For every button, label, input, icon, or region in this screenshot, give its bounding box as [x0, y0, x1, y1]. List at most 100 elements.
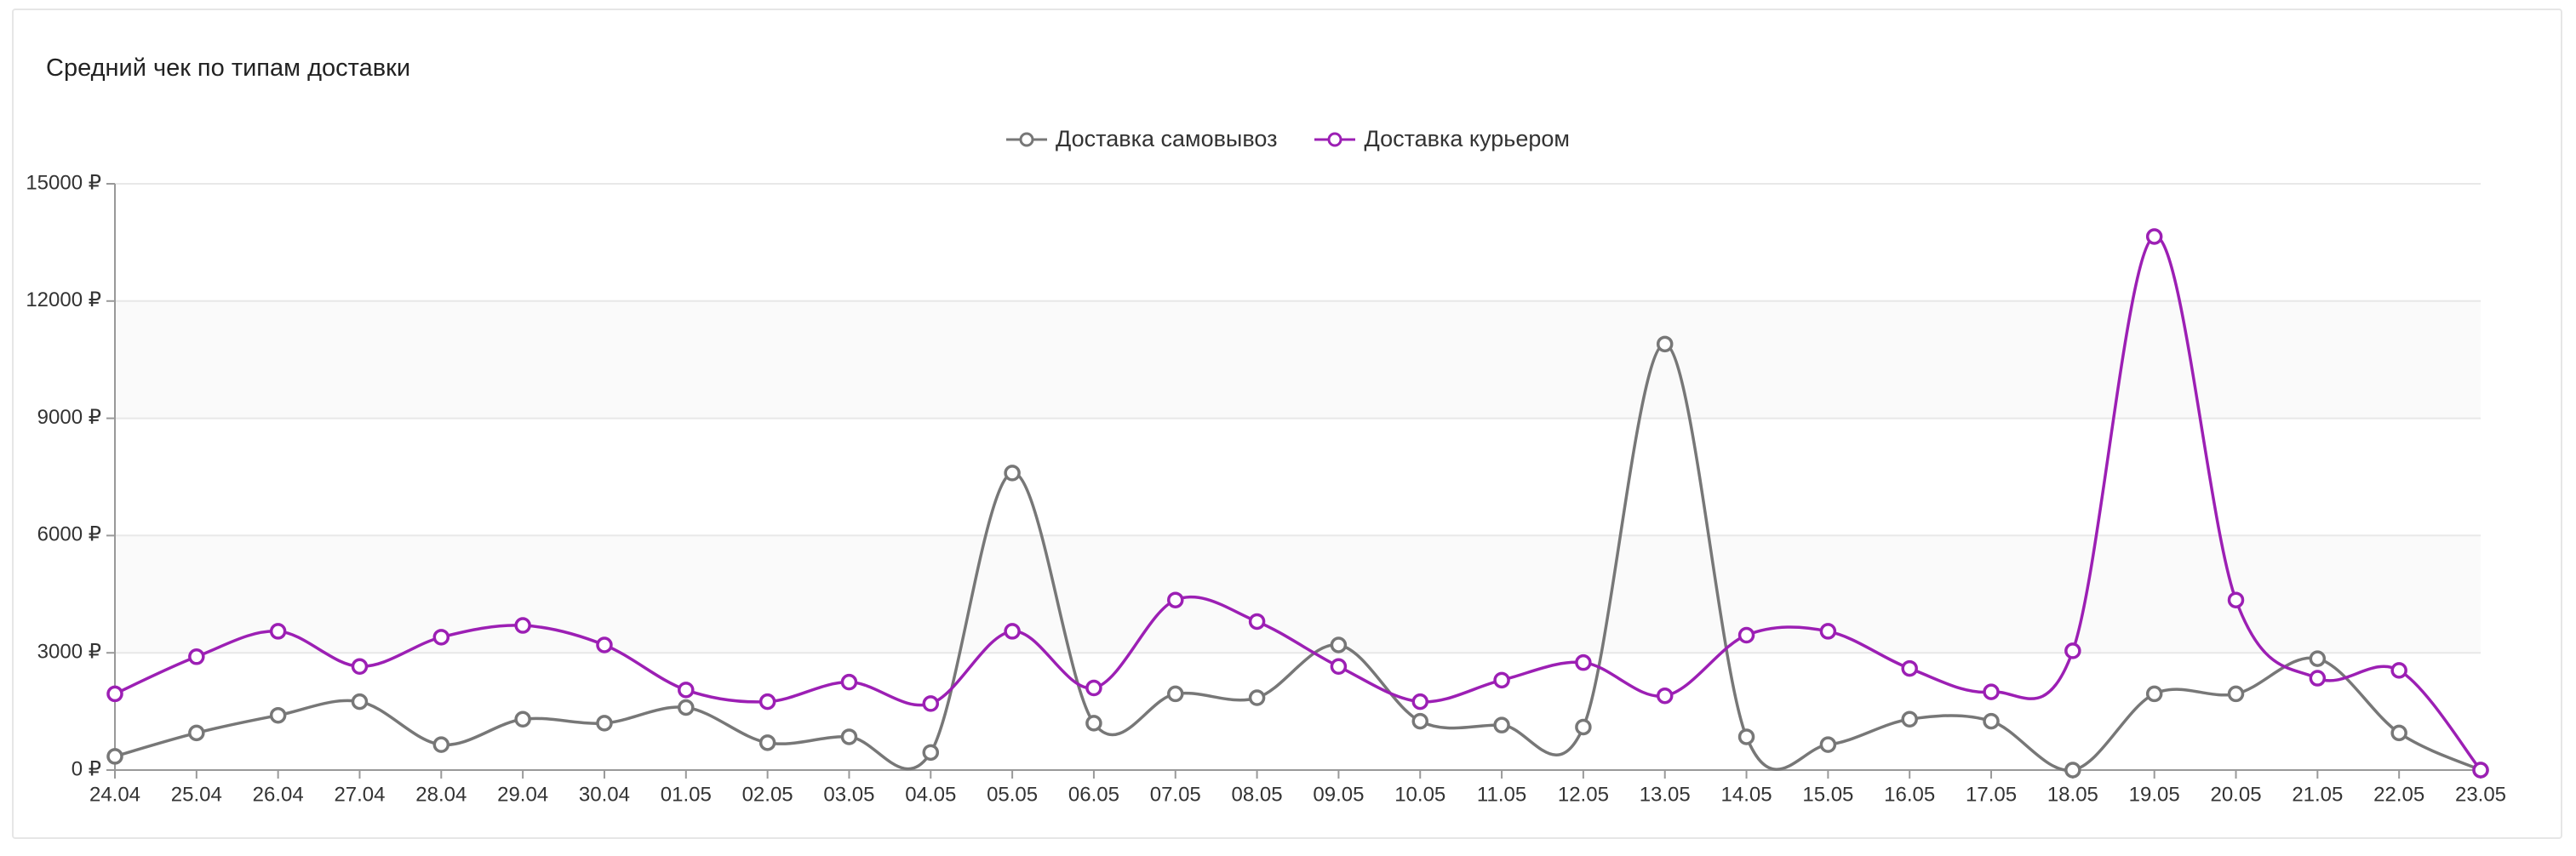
point	[1575, 653, 1592, 671]
x-tick-label: 13.05	[1640, 783, 1691, 806]
x-tick-label: 11.05	[1477, 783, 1526, 806]
point	[2227, 591, 2245, 608]
x-tick-label: 09.05	[1313, 783, 1364, 806]
point	[1493, 716, 1510, 733]
x-tick-label: 21.05	[2292, 783, 2343, 806]
x-tick-label: 10.05	[1394, 783, 1445, 806]
chart-title: Средний чек по типам доставки	[46, 54, 411, 82]
point	[596, 715, 613, 732]
x-tick-label: 03.05	[823, 783, 874, 806]
point	[2472, 762, 2489, 779]
legend: Доставка самовывоз Доставка курьером	[0, 126, 2576, 152]
point	[2145, 228, 2163, 245]
point	[106, 685, 123, 703]
x-tick-label: 20.05	[2210, 783, 2261, 806]
legend-item[interactable]: Доставка самовывоз	[1006, 126, 1277, 152]
legend-marker	[1019, 132, 1034, 146]
point	[2064, 642, 2081, 659]
point	[1901, 659, 1918, 677]
point	[1737, 626, 1755, 644]
point	[596, 636, 613, 653]
point	[1819, 623, 1837, 640]
point	[1493, 671, 1510, 689]
x-tick-label: 30.04	[579, 783, 630, 806]
y-tick-label: 9000 ₽	[37, 406, 101, 429]
x-tick-label: 29.04	[497, 783, 548, 806]
point	[188, 648, 205, 665]
y-tick-label: 15000 ₽	[26, 171, 101, 194]
point	[840, 673, 858, 691]
point	[1248, 613, 1266, 631]
point	[1167, 591, 1184, 608]
point	[351, 693, 369, 710]
grid-band	[115, 300, 2481, 419]
legend-label: Доставка самовывоз	[1056, 126, 1278, 151]
point	[1575, 718, 1592, 736]
point	[678, 682, 695, 699]
point	[922, 695, 940, 712]
point	[1411, 693, 1428, 710]
point	[269, 706, 287, 724]
point	[840, 728, 858, 745]
x-tick-label: 16.05	[1884, 783, 1935, 806]
point	[1411, 712, 1428, 730]
x-tick-label: 26.04	[253, 783, 304, 806]
point	[1656, 687, 1674, 705]
x-tick-label: 12.05	[1558, 783, 1609, 806]
point	[106, 748, 123, 765]
card	[12, 9, 2562, 839]
point	[2390, 724, 2407, 742]
x-tick-label: 07.05	[1150, 783, 1201, 806]
x-tick-label: 28.04	[415, 783, 467, 806]
point	[2227, 685, 2245, 703]
point	[2064, 762, 2081, 779]
x-tick-label: 22.05	[2373, 783, 2424, 806]
point	[758, 734, 776, 751]
point	[1330, 658, 1348, 676]
y-tick-label: 0 ₽	[72, 757, 101, 780]
x-tick-label: 04.05	[905, 783, 956, 806]
x-tick-label: 14.05	[1721, 783, 1772, 806]
point	[2390, 662, 2407, 679]
point	[188, 724, 205, 742]
point	[1983, 712, 2000, 730]
x-tick-label: 27.04	[334, 783, 385, 806]
x-tick-label: 01.05	[661, 783, 712, 806]
point	[2309, 650, 2327, 667]
point	[432, 629, 450, 646]
point	[1004, 623, 1021, 640]
point	[1004, 465, 1021, 482]
y-tick-label: 6000 ₽	[37, 523, 101, 546]
point	[1819, 736, 1837, 753]
point	[514, 710, 531, 728]
x-tick-label: 19.05	[2129, 783, 2180, 806]
x-tick-label: 17.05	[1966, 783, 2017, 806]
point	[678, 699, 695, 716]
y-tick-label: 12000 ₽	[26, 288, 101, 311]
point	[269, 623, 287, 640]
x-tick-label: 08.05	[1232, 783, 1283, 806]
grid-band	[115, 535, 2481, 653]
legend-icon	[1314, 132, 1356, 146]
point	[1901, 710, 1918, 728]
point	[1656, 335, 1674, 353]
point	[1737, 728, 1755, 745]
point	[1085, 715, 1102, 732]
point	[1983, 683, 2000, 700]
point	[758, 693, 776, 710]
legend-item[interactable]: Доставка курьером	[1314, 126, 1570, 152]
point	[1167, 685, 1184, 703]
point	[2145, 685, 2163, 703]
x-tick-label: 24.04	[89, 783, 140, 806]
point	[514, 617, 531, 634]
x-tick-label: 18.05	[2047, 783, 2098, 806]
x-tick-label: 15.05	[1802, 783, 1853, 806]
legend-icon	[1006, 132, 1048, 146]
point	[922, 744, 940, 762]
point	[351, 658, 369, 676]
point	[1248, 689, 1266, 706]
point	[1330, 636, 1348, 653]
x-tick-label: 05.05	[987, 783, 1038, 806]
